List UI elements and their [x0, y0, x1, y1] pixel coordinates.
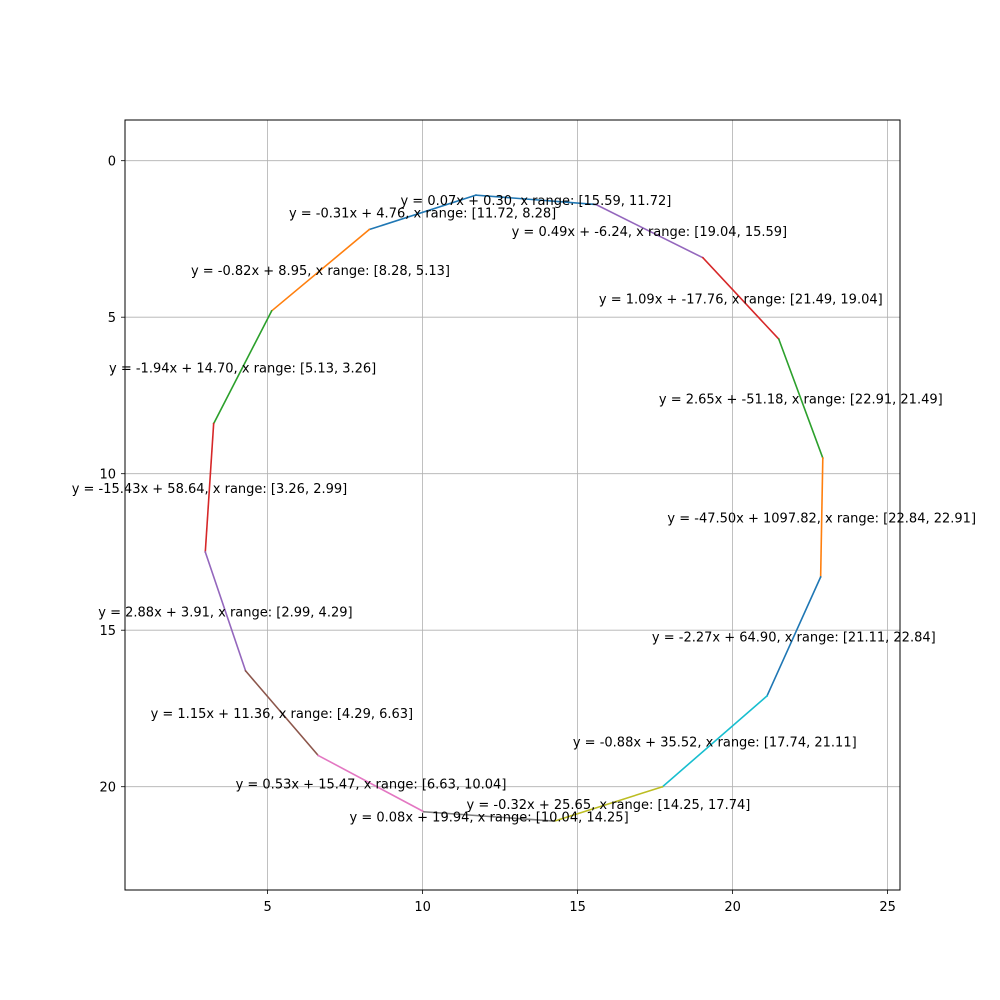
y-tick-label: 5: [108, 311, 116, 326]
x-tick-label: 15: [569, 900, 586, 915]
segment-label-10: y = 2.88x + 3.91, x range: [2.99, 4.29]: [98, 605, 352, 620]
x-tick-label: 10: [414, 900, 431, 915]
segment-label-9: y = -47.50x + 1097.82, x range: [22.84, …: [667, 512, 976, 527]
segment-line-13: [661, 694, 769, 788]
segment-line-7: [777, 338, 824, 460]
segment-line-2: [368, 194, 477, 231]
segment-line-5: [701, 256, 780, 341]
segment-label-13: y = -0.88x + 35.52, x range: [17.74, 21.…: [573, 735, 857, 750]
segment-label-16: y = 0.08x + 19.94, x range: [10.04, 14.2…: [350, 810, 629, 825]
segment-label-4: y = -0.82x + 8.95, x range: [8.28, 5.13]: [191, 264, 450, 279]
segment-line-8: [204, 422, 215, 553]
segment-label-7: y = 2.65x + -51.18, x range: [22.91, 21.…: [659, 393, 943, 408]
x-tick-label: 5: [263, 900, 271, 915]
segment-label-2: y = -0.31x + 4.76, x range: [11.72, 8.28…: [289, 206, 556, 221]
segment-line-10: [204, 550, 247, 672]
plot-frame: [124, 119, 901, 891]
segment-label-14: y = 0.53x + 15.47, x range: [6.63, 10.04…: [236, 778, 507, 793]
segment-label-11: y = -2.27x + 64.90, x range: [21.11, 22.…: [652, 630, 936, 645]
x-tick-label: 20: [724, 900, 741, 915]
y-tick-label: 0: [108, 155, 116, 170]
y-tick-label: 20: [99, 781, 116, 796]
segment-line-4: [270, 228, 371, 313]
segment-lines: [204, 194, 824, 823]
segment-label-3: y = 0.49x + -6.24, x range: [19.04, 15.5…: [512, 225, 788, 240]
segment-line-9: [819, 457, 824, 578]
y-axis: 0 5 10 15 20: [99, 155, 125, 796]
segment-line-1: [475, 194, 597, 206]
segment-label-6: y = -1.94x + 14.70, x range: [5.13, 3.26…: [109, 361, 376, 376]
segment-line-3: [594, 203, 704, 259]
y-tick-label: 15: [99, 624, 116, 639]
segment-labels: y = 0.07x + 0.30, x range: [15.59, 11.72…: [72, 194, 976, 826]
x-tick-label: 25: [879, 900, 896, 915]
segment-line-6: [212, 309, 273, 425]
y-tick-label: 10: [99, 468, 116, 483]
segment-label-15: y = -0.32x + 25.65, x range: [14.25, 17.…: [467, 798, 751, 813]
segment-label-12: y = 1.15x + 11.36, x range: [4.29, 6.63]: [151, 707, 414, 722]
segment-line-11: [765, 575, 822, 697]
segment-line-12: [244, 669, 320, 757]
segment-line-16: [422, 810, 556, 822]
segment-label-8: y = -15.43x + 58.64, x range: [3.26, 2.9…: [72, 482, 348, 497]
segment-label-1: y = 0.07x + 0.30, x range: [15.59, 11.72…: [400, 194, 671, 209]
grid: [125, 120, 900, 890]
segment-line-14: [317, 754, 425, 813]
segment-label-5: y = 1.09x + -17.76, x range: [21.49, 19.…: [599, 292, 883, 307]
x-axis: 5 10 15 20 25: [263, 890, 896, 915]
segment-line-15: [553, 785, 664, 823]
